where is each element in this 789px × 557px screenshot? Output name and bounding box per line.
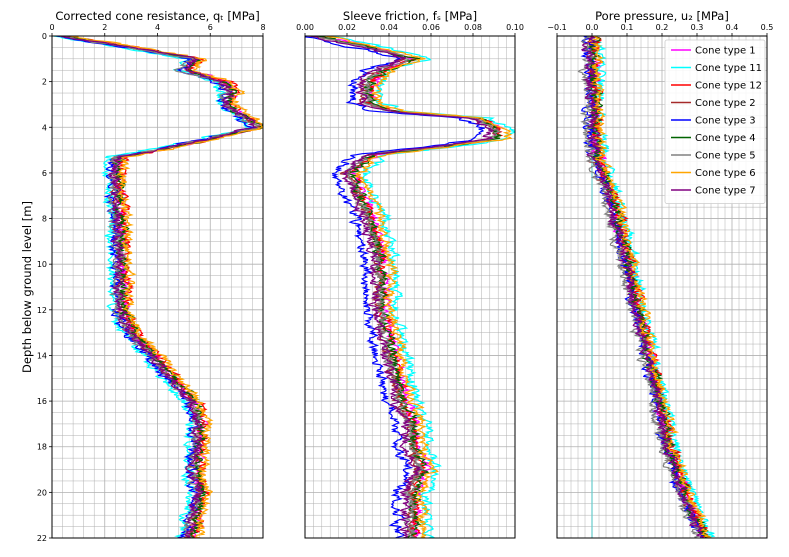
- x-tick-label: 0.0: [586, 23, 599, 32]
- y-tick-label: 2: [42, 78, 47, 87]
- y-axis-label: Depth below ground level [m]: [20, 201, 34, 373]
- y-tick-label: 10: [37, 260, 47, 269]
- y-tick-label: 4: [42, 123, 47, 132]
- x-tick-label: 0.3: [691, 23, 704, 32]
- x-tick-label: 0.06: [422, 23, 440, 32]
- series-line-cone-type-6: [70, 36, 263, 538]
- x-tick-label: 0.04: [380, 23, 398, 32]
- x-tick-label: 0: [49, 23, 54, 32]
- x-tick-label: 4: [155, 23, 160, 32]
- x-tick-label: −0.1: [547, 23, 566, 32]
- legend-label: Cone type 3: [695, 116, 756, 127]
- x-tick-label: 2: [102, 23, 107, 32]
- series-line-cone-type-7: [307, 36, 496, 538]
- series-line-cone-type-7: [60, 36, 259, 538]
- x-tick-label: 0.10: [506, 23, 524, 32]
- panel-title: Pore pressure, u₂ [MPa]: [595, 9, 729, 23]
- legend-label: Cone type 11: [695, 63, 762, 74]
- x-tick-label: 8: [260, 23, 265, 32]
- x-tick-label: 0.4: [726, 23, 739, 32]
- axes-frame: [304, 35, 516, 539]
- y-tick-label: 0: [42, 32, 47, 41]
- series-group: [305, 36, 515, 538]
- legend-label: Cone type 1: [695, 46, 756, 57]
- legend-label: Cone type 4: [695, 133, 756, 144]
- panel-2: Sleeve friction, fₛ [MPa] 0.00 0.02 0.04 0.0…: [296, 9, 524, 539]
- legend-label: Cone type 7: [695, 186, 756, 197]
- y-tick-label: 20: [37, 488, 47, 497]
- x-tick-label: 0.2: [656, 23, 669, 32]
- series-group: [53, 36, 263, 538]
- y-tick-label: 14: [37, 351, 47, 360]
- series-line-cone-type-7: [581, 36, 705, 538]
- legend-label: Cone type 6: [695, 168, 756, 179]
- x-tick-label: 0.5: [761, 23, 774, 32]
- legend: Cone type 1 Cone type 11 Cone type 12 Cone …: [664, 39, 766, 204]
- x-tick-label: 0.08: [464, 23, 482, 32]
- panel-title: Sleeve friction, fₛ [MPa]: [343, 9, 477, 23]
- y-tick-label: 18: [37, 443, 47, 452]
- y-tick-label: 6: [42, 169, 47, 178]
- x-tick-label: 0.02: [338, 23, 356, 32]
- legend-label: Cone type 2: [695, 98, 756, 109]
- series-line-cone-type-5: [59, 36, 262, 538]
- panel-1: Corrected cone resistance, qₜ [MPa]0 2 4 6 8…: [37, 9, 266, 543]
- legend-box: [664, 39, 766, 204]
- panels: Corrected cone resistance, qₜ [MPa]0 2 4 6 8…: [37, 9, 774, 543]
- panel-title: Corrected cone resistance, qₜ [MPa]: [55, 9, 259, 23]
- legend-label: Cone type 12: [695, 81, 762, 92]
- y-tick-label: 22: [37, 534, 47, 543]
- series-line-cone-type-11: [327, 36, 515, 538]
- x-tick-label: 0.1: [621, 23, 634, 32]
- y-tick-label: 16: [37, 397, 47, 406]
- x-tick-label: 0.00: [296, 23, 314, 32]
- series-line-cone-type-6: [324, 36, 513, 538]
- series-line-cone-type-6: [588, 36, 712, 538]
- x-tick-label: 6: [208, 23, 213, 32]
- series-group: [577, 36, 716, 538]
- y-tick-label: 8: [42, 215, 47, 224]
- y-tick-label: 12: [37, 306, 47, 315]
- series-line-cone-type-3: [305, 36, 485, 538]
- legend-label: Cone type 5: [695, 151, 756, 162]
